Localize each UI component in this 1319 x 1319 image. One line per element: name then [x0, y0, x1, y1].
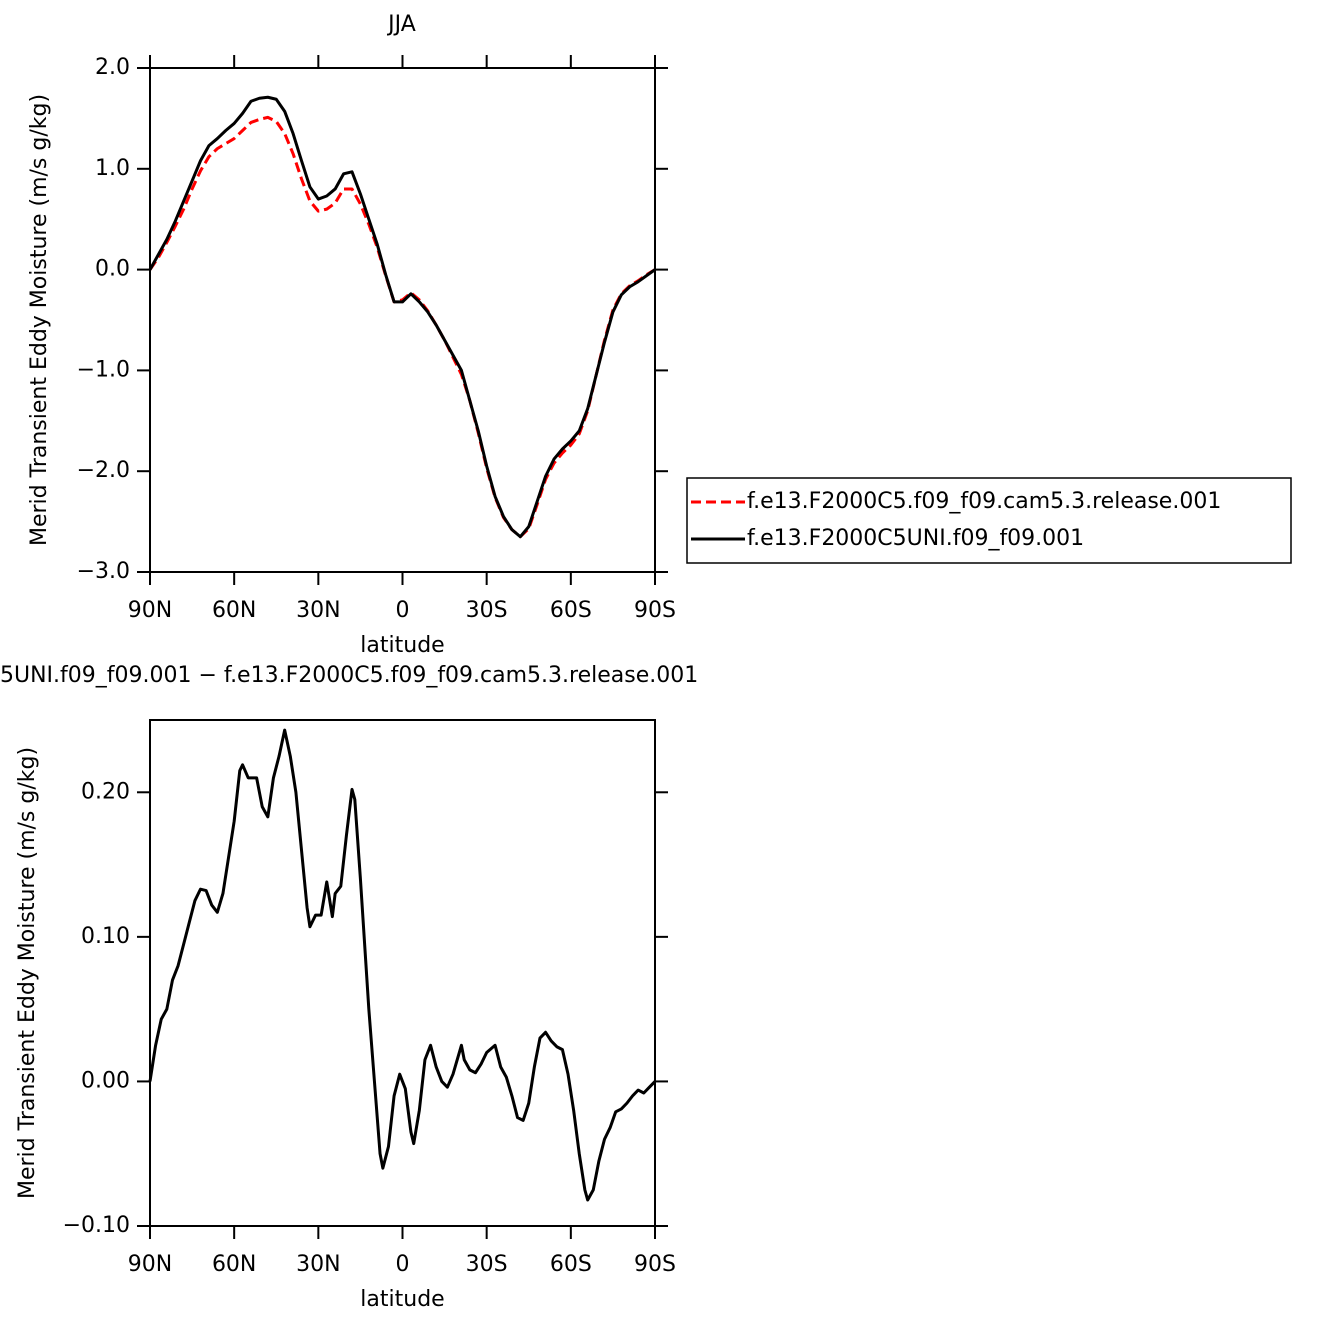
x-axis-label: latitude	[360, 633, 444, 658]
y-tick-label: 2.0	[95, 55, 130, 80]
line-series	[148, 115, 656, 539]
x-tick-label: 90N	[128, 598, 172, 623]
y-axis-label: Merid Transient Eddy Moisture (m/s g/kg)	[27, 94, 52, 546]
line-series	[148, 95, 656, 539]
plot-frame	[149, 67, 656, 573]
line-series	[148, 728, 657, 1202]
x-tick-label: 60N	[212, 598, 256, 623]
x-tick-label: 0	[396, 598, 410, 623]
plot-frame	[149, 719, 656, 1227]
y-tick-label: 0.10	[81, 924, 130, 949]
x-axis-label: latitude	[360, 1287, 444, 1312]
y-tick-label: −0.10	[63, 1213, 130, 1238]
x-tick-label: 0	[396, 1252, 410, 1277]
x-tick-label: 30N	[296, 1252, 340, 1277]
x-tick-label: 60S	[550, 598, 592, 623]
x-tick-label: 60S	[550, 1252, 592, 1277]
y-tick-label: 0.20	[81, 779, 130, 804]
y-tick-label: 1.0	[95, 156, 130, 181]
y-tick-label: −3.0	[77, 559, 130, 584]
legend-label: f.e13.F2000C5.f09_f09.cam5.3.release.001	[747, 489, 1221, 514]
x-tick-label: 90N	[128, 1252, 172, 1277]
legend-box	[686, 477, 1292, 564]
x-tick-label: 30S	[466, 1252, 508, 1277]
x-tick-label: 30S	[466, 598, 508, 623]
y-tick-label: −1.0	[77, 357, 130, 382]
chart-title: 5UNI.f09_f09.001 − f.e13.F2000C5.f09_f09…	[0, 663, 698, 688]
chart-title: JJA	[386, 12, 416, 37]
y-tick-label: 0.00	[81, 1068, 130, 1093]
y-axis-label: Merid Transient Eddy Moisture (m/s g/kg)	[15, 747, 40, 1199]
legend-label: f.e13.F2000C5UNI.f09_f09.001	[747, 526, 1084, 551]
x-tick-label: 30N	[296, 598, 340, 623]
y-tick-label: −2.0	[77, 458, 130, 483]
x-tick-label: 60N	[212, 1252, 256, 1277]
x-tick-label: 90S	[634, 1252, 676, 1277]
x-tick-label: 90S	[634, 598, 676, 623]
y-tick-label: 0.0	[95, 257, 130, 282]
